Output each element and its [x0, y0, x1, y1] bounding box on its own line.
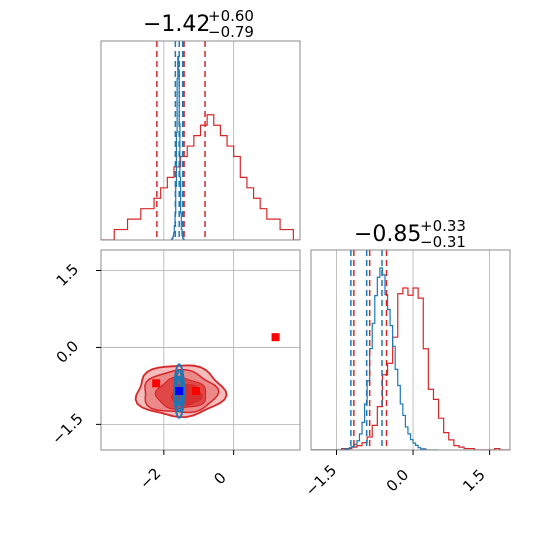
histogram-param-1	[101, 41, 300, 240]
title-param-2-plus: +0.33	[420, 217, 466, 235]
contour-series-2	[173, 363, 186, 419]
sample-point	[169, 416, 172, 418]
sample-point	[193, 363, 196, 365]
panel-frame	[310, 249, 511, 451]
joint-2d-panel	[100, 249, 301, 451]
title-param-2-value: −0.85	[354, 222, 421, 247]
histogram-series-1	[101, 114, 300, 240]
marker-series-1	[191, 387, 200, 396]
marker-series-2	[175, 387, 184, 396]
sample-point	[198, 364, 201, 367]
title-param-1-value: −1.42	[143, 12, 210, 37]
title-param-2: −0.85 +0.33 −0.31	[354, 217, 466, 251]
histogram-param-2	[311, 250, 510, 450]
title-param-1-minus: −0.79	[208, 23, 254, 41]
histogram-series-2	[311, 267, 439, 450]
title-param-1-plus: +0.60	[208, 7, 254, 25]
joint-2d	[134, 333, 280, 426]
panel-frame	[100, 249, 301, 451]
marker-series-1	[152, 379, 161, 388]
histogram-param-2-panel	[310, 249, 511, 451]
marker-series-1	[271, 333, 280, 342]
panel-frame	[100, 40, 301, 241]
histogram-series-1	[311, 287, 510, 450]
title-param-1: −1.42 +0.60 −0.79	[143, 7, 254, 41]
sample-point	[186, 422, 189, 425]
histogram-param-1-panel	[100, 40, 301, 241]
sample-point	[176, 424, 179, 426]
title-param-2-minus: −0.31	[420, 233, 466, 251]
